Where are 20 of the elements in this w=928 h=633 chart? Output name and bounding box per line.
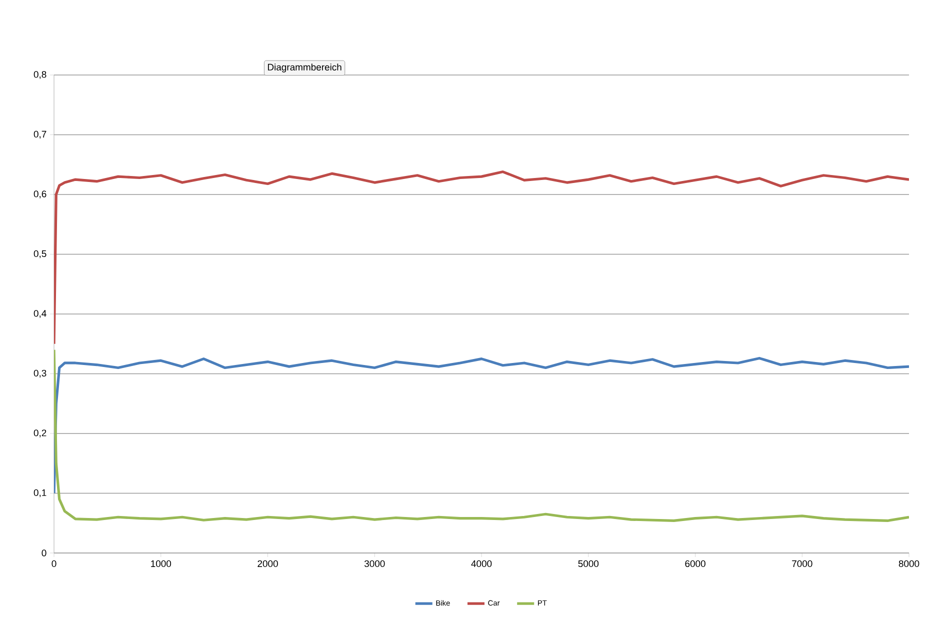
y-tick-label: 0,5 — [34, 250, 46, 258]
y-tick-label: 0,8 — [34, 71, 46, 79]
x-tick-label: 8000 — [898, 560, 920, 568]
y-tick-label: 0,4 — [34, 310, 46, 318]
x-tick-label: 4000 — [471, 560, 492, 568]
x-tick-label: 2000 — [258, 560, 278, 568]
y-tick-label: 0,2 — [34, 430, 46, 438]
line-series — [54, 170, 910, 346]
x-tick-label: 5000 — [578, 560, 599, 568]
y-tick-label: 0,1 — [34, 489, 46, 498]
x-tick-label: 7000 — [792, 560, 812, 568]
y-tick-label: 0,6 — [34, 190, 46, 198]
y-tick-label: 0 — [42, 550, 46, 556]
x-tick-label: 0 — [52, 560, 56, 568]
text: Diagrammbereich — [268, 64, 342, 72]
y-tick-label: 0,7 — [34, 130, 46, 139]
y-tick-label: 0,3 — [34, 370, 46, 378]
x-tick-label: 1000 — [151, 560, 172, 568]
x-tick-label: 6000 — [685, 560, 706, 568]
x-tick-label: 3000 — [364, 560, 385, 568]
